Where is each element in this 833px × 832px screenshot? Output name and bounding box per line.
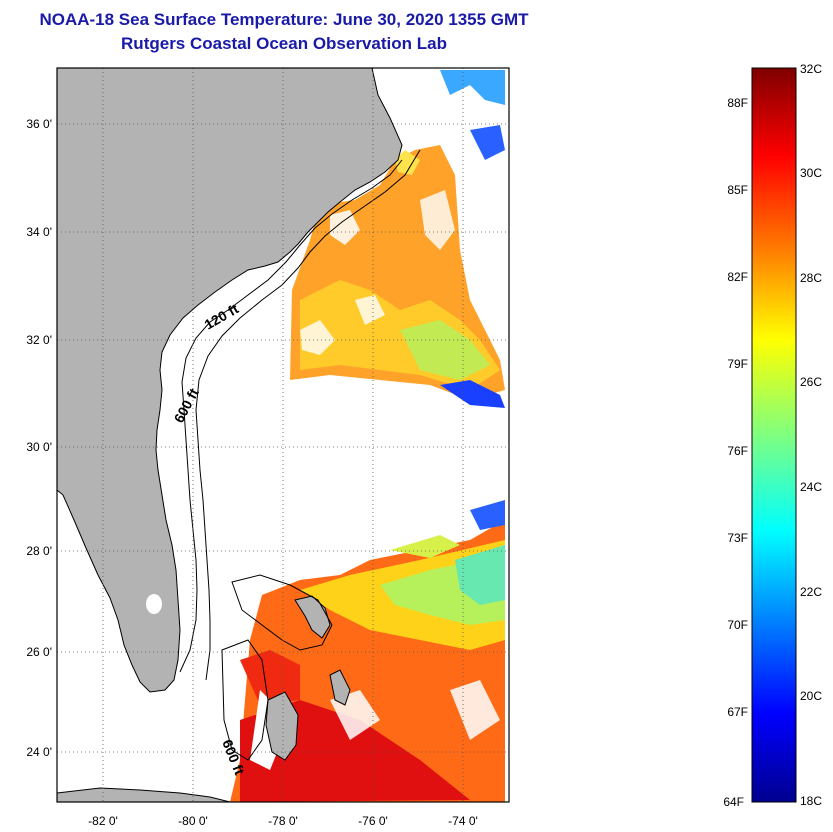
map-title: NOAA-18 Sea Surface Temperature: June 30… xyxy=(39,10,529,29)
map-content xyxy=(57,68,509,802)
contour-bahamas xyxy=(221,574,333,761)
colorbar-scale xyxy=(751,67,797,803)
fahrenheit-label: 67F xyxy=(727,705,748,719)
lat-label: 36 0' xyxy=(26,117,52,131)
fahrenheit-label: 73F xyxy=(727,531,748,545)
lat-label: 34 0' xyxy=(26,225,52,239)
lat-axis: 36 0' 34 0' 32 0' 30 0' 28 0' 26 0' 24 0… xyxy=(26,117,52,759)
lon-label: -82 0' xyxy=(88,814,118,828)
fahrenheit-label: 88F xyxy=(727,96,748,110)
lat-label: 32 0' xyxy=(26,333,52,347)
fahrenheit-label: 85F xyxy=(727,183,748,197)
grid xyxy=(57,68,509,802)
contour-600ft xyxy=(195,149,421,681)
sst-swath-north xyxy=(290,70,505,408)
fahrenheit-label: 76F xyxy=(727,444,748,458)
celsius-label: 26C xyxy=(800,375,822,389)
lat-label: 24 0' xyxy=(26,745,52,759)
lat-label: 28 0' xyxy=(26,544,52,558)
land-cuba xyxy=(57,787,231,802)
land-bahamas-eleuthera xyxy=(329,669,351,706)
map-subtitle: Rutgers Coastal Ocean Observation Lab xyxy=(121,34,447,53)
celsius-label: 22C xyxy=(800,585,822,599)
fahrenheit-label: 79F xyxy=(727,357,748,371)
lon-axis: -82 0' -80 0' -78 0' -76 0' -74 0' xyxy=(88,814,478,828)
lon-label: -80 0' xyxy=(178,814,208,828)
fahrenheit-label: 64F xyxy=(723,795,744,809)
celsius-label: 30C xyxy=(800,166,822,180)
celsius-label: 20C xyxy=(800,689,822,703)
land-us-southeast xyxy=(57,68,403,693)
lake-okeechobee xyxy=(146,594,162,614)
fahrenheit-label: 82F xyxy=(727,270,748,284)
colorbar: 32C 30C 28C 26C 24C 22C 20C 18C 88F 85F … xyxy=(723,62,822,809)
lon-label: -76 0' xyxy=(358,814,388,828)
celsius-label: 28C xyxy=(800,271,822,285)
land-bahamas-andros xyxy=(265,691,299,761)
colorbar-fahrenheit-labels: 88F 85F 82F 79F 76F 73F 70F 67F 64F xyxy=(723,96,748,809)
fahrenheit-label: 70F xyxy=(727,618,748,632)
celsius-label: 18C xyxy=(800,794,822,808)
lon-label: -74 0' xyxy=(448,814,478,828)
colorbar-celsius-labels: 32C 30C 28C 26C 24C 22C 20C 18C xyxy=(800,62,822,808)
lon-label: -78 0' xyxy=(268,814,298,828)
lat-label: 30 0' xyxy=(26,440,52,454)
lat-label: 26 0' xyxy=(26,645,52,659)
celsius-label: 32C xyxy=(800,62,822,76)
celsius-label: 24C xyxy=(800,480,822,494)
contour-120ft xyxy=(179,159,403,673)
map-frame xyxy=(56,67,510,803)
